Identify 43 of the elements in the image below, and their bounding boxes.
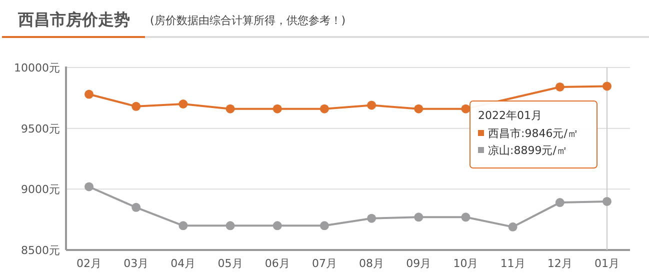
point: [132, 102, 141, 111]
point: [272, 104, 282, 114]
x-tick-label: 10月: [453, 257, 478, 270]
point: [555, 198, 564, 208]
point: [320, 221, 329, 230]
annotation: 2022年01月: [478, 109, 542, 122]
point: [414, 104, 424, 114]
point: [272, 221, 282, 230]
x-tick-label: 08月: [359, 257, 384, 270]
x-tick-label: 01月: [594, 257, 620, 270]
point: [178, 221, 188, 230]
point: [414, 212, 424, 222]
tooltip: 2022年01月 西昌市:9846元/㎡ 凉山:8899元/㎡: [470, 100, 598, 168]
x-tick-label: 09月: [406, 257, 432, 270]
point: [320, 104, 329, 114]
point: [461, 212, 470, 222]
chart-title: 西昌市房价走势: [17, 10, 130, 29]
y-tick-label: 8500元: [21, 244, 60, 257]
point: [602, 196, 612, 206]
point: [132, 202, 141, 212]
y-tick-label: 9500元: [21, 122, 60, 136]
y-tick-label: 9000元: [21, 183, 60, 196]
x-tick-label: 02月: [76, 257, 102, 270]
x-tick-label: 11月: [500, 257, 526, 270]
y-tick-label: 10000元: [14, 62, 60, 74]
x-tick-label: 12月: [547, 257, 572, 270]
chart-subtitle: (房价数据由综合计算所得，供您参考！): [150, 14, 346, 27]
point: [84, 90, 94, 99]
point: [84, 182, 94, 192]
point: [508, 222, 518, 232]
point: [226, 221, 235, 230]
point: [367, 100, 376, 110]
x-tick-label: 07月: [312, 257, 337, 270]
point: [461, 104, 470, 114]
x-tick-label: 05月: [218, 257, 243, 270]
x-tick-label: 06月: [264, 257, 290, 270]
x-tick-label: 03月: [124, 257, 149, 270]
point: [226, 104, 235, 114]
point: [178, 100, 188, 108]
point: [367, 214, 376, 223]
point: [555, 82, 564, 92]
point: [602, 82, 612, 91]
x-tick-label: 04月: [170, 257, 196, 270]
